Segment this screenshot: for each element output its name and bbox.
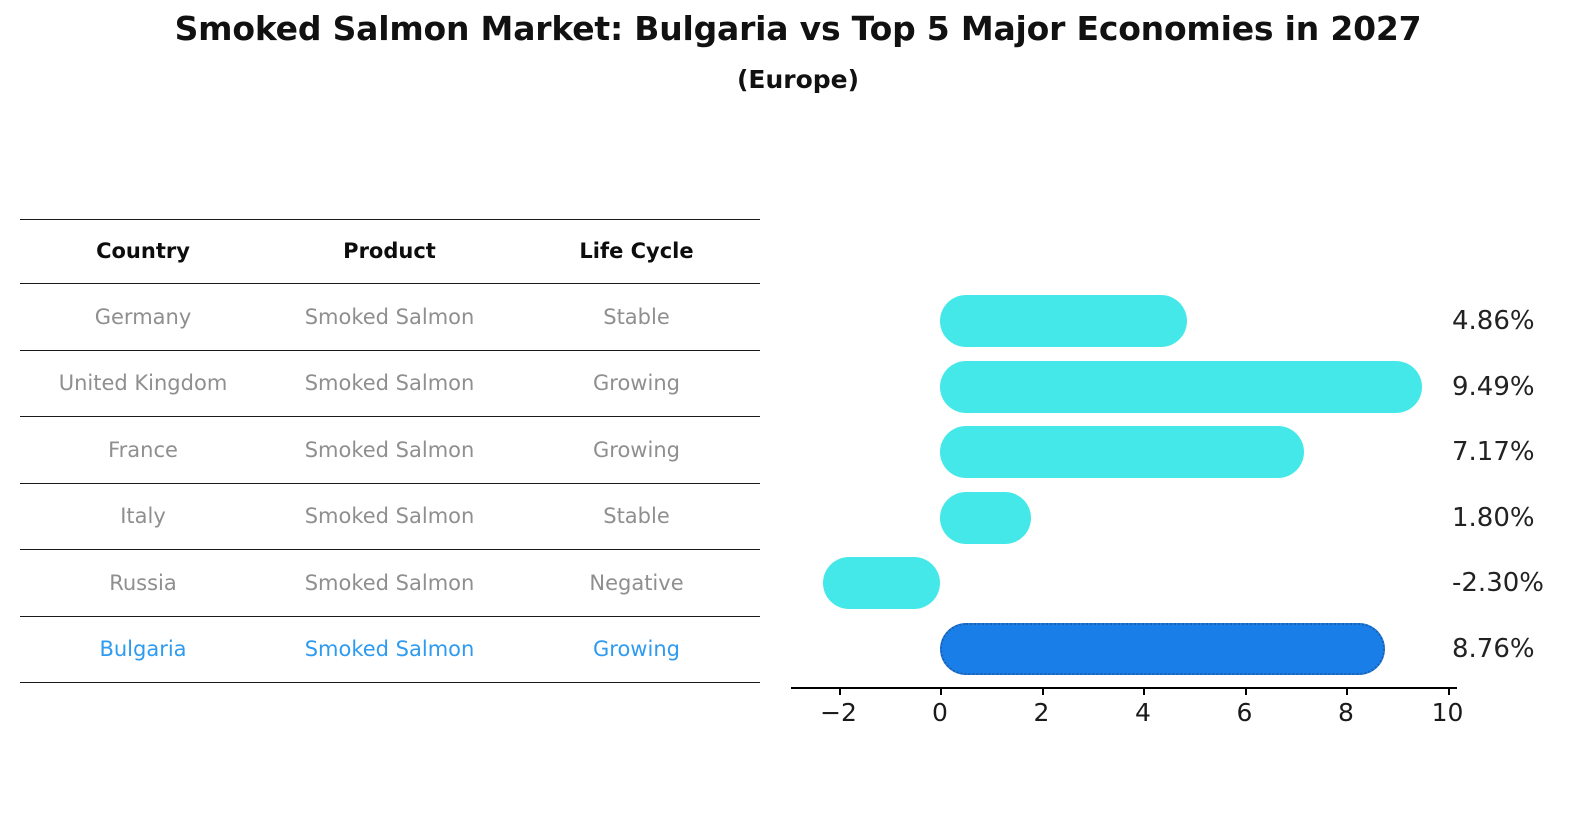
x-axis-tick	[1143, 687, 1145, 695]
bar-france	[940, 426, 1304, 478]
table-row: France Smoked Salmon Growing	[20, 416, 760, 483]
cell-country: Russia	[20, 549, 266, 616]
bar-russia	[823, 557, 940, 609]
country-matrix-table: Country Product Life Cycle Germany Smoked…	[20, 219, 760, 683]
cell-product: Smoked Salmon	[266, 549, 513, 616]
cell-country: France	[20, 416, 266, 483]
x-axis-tick	[1041, 687, 1044, 695]
bar-value-label: -2.30%	[1452, 568, 1544, 598]
cell-product: Smoked Salmon	[266, 615, 513, 683]
x-axis-tick-label: 4	[1135, 698, 1151, 727]
x-axis-tick	[940, 687, 942, 695]
x-axis-tick-label: 6	[1236, 698, 1253, 727]
cell-life-cycle: Stable	[513, 283, 760, 350]
table-row: Germany Smoked Salmon Stable	[20, 283, 760, 350]
cell-product: Smoked Salmon	[266, 482, 513, 550]
table-top-rule	[20, 219, 760, 220]
x-axis-tick	[838, 687, 841, 695]
table-row: United Kingdom Smoked Salmon Growing	[20, 349, 760, 417]
page-subtitle: (Europe)	[736, 65, 860, 95]
bar-value-label: 7.17%	[1452, 437, 1535, 467]
cell-product: Smoked Salmon	[266, 416, 513, 483]
bar-value-label: 4.86%	[1452, 306, 1535, 336]
table-row: Russia Smoked Salmon Negative	[20, 549, 760, 616]
column-header-product: Product	[343, 239, 436, 263]
bar-italy	[940, 491, 1032, 544]
x-axis-tick	[1346, 687, 1348, 695]
chart-title-block: Smoked Salmon Market: Bulgaria vs Top 5 …	[0, 8, 1596, 95]
cell-product: Smoked Salmon	[266, 283, 513, 350]
cell-life-cycle: Stable	[513, 482, 760, 550]
cell-life-cycle: Growing	[513, 349, 760, 417]
x-axis-tick-label: 10	[1431, 698, 1464, 727]
cell-country: Italy	[20, 482, 266, 550]
column-header-life-cycle: Life Cycle	[579, 239, 694, 263]
cell-life-cycle: Growing	[513, 615, 760, 683]
cell-country: United Kingdom	[20, 349, 266, 417]
x-axis-tick-label: 2	[1033, 698, 1050, 727]
bar-bulgaria	[940, 622, 1385, 675]
table-row: Italy Smoked Salmon Stable	[20, 482, 760, 550]
cell-product: Smoked Salmon	[266, 349, 513, 417]
cell-country: Germany	[20, 283, 266, 350]
x-axis-tick-label: 0	[932, 698, 948, 727]
cell-life-cycle: Negative	[513, 549, 760, 616]
x-axis-tick-label: −2	[820, 698, 857, 727]
bar-value-label: 1.80%	[1452, 502, 1535, 533]
x-axis-tick-label: 8	[1338, 698, 1354, 727]
page-title: Smoked Salmon Market: Bulgaria vs Top 5 …	[174, 9, 1422, 48]
table-header-row: Country Product Life Cycle	[20, 219, 760, 284]
table-row: Bulgaria Smoked Salmon Growing	[20, 615, 760, 683]
bar-united-kingdom	[940, 360, 1422, 413]
column-header-country: Country	[96, 239, 190, 263]
bar-germany	[940, 295, 1187, 347]
x-axis-tick	[1447, 687, 1450, 695]
cell-life-cycle: Growing	[513, 416, 760, 483]
x-axis-tick	[1244, 687, 1247, 695]
cell-country: Bulgaria	[20, 615, 266, 683]
x-axis-line	[791, 687, 1457, 689]
bar-value-label: 8.76%	[1452, 633, 1535, 664]
bar-value-label: 9.49%	[1452, 371, 1535, 402]
